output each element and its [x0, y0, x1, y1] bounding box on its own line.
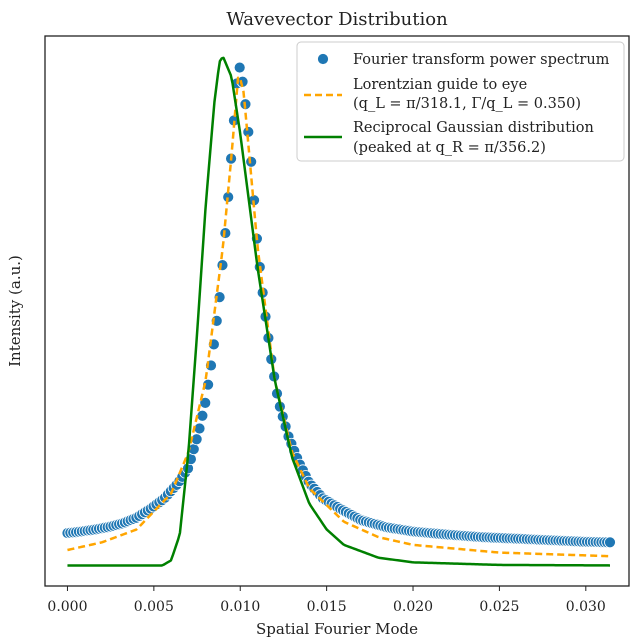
x-tick-label: 0.025	[479, 599, 519, 615]
x-tick-label: 0.020	[393, 599, 433, 615]
gaussian-line	[67, 56, 610, 567]
legend-label-gaussian: Reciprocal Gaussian distribution	[353, 120, 594, 136]
legend-label-spectrum: Fourier transform power spectrum	[353, 52, 610, 68]
spectrum-point	[202, 378, 215, 391]
legend-label-lorentzian: Lorentzian guide to eye	[353, 77, 527, 93]
spectrum-point	[245, 155, 258, 168]
spectrum-point	[196, 409, 209, 422]
legend: Fourier transform power spectrum Lorentz…	[296, 41, 625, 162]
x-tick-label: 0.030	[566, 599, 606, 615]
spectrum-point	[233, 61, 246, 74]
legend-box	[296, 41, 625, 162]
plot-marks	[61, 56, 616, 567]
legend-label-lorentzian-params: (q_L = π/318.1, Γ/q_L = 0.350)	[353, 96, 581, 112]
x-tick-label: 0.010	[220, 599, 260, 615]
legend-marker-spectrum	[317, 53, 329, 65]
x-axis-label: Spatial Fourier Mode	[256, 620, 418, 637]
plot-frame	[44, 35, 630, 587]
legend-label-gaussian-params: (peaked at q_R = π/356.2)	[353, 140, 546, 156]
x-tick-label: 0.005	[134, 599, 174, 615]
spectrum-point	[216, 259, 229, 272]
y-axis-label: Intensity (a.u.)	[6, 255, 24, 367]
spectrum-point	[199, 397, 212, 409]
x-tick-label: 0.015	[307, 599, 347, 615]
x-tick-label: 0.000	[47, 599, 87, 615]
chart-title: Wavevector Distribution	[226, 9, 448, 30]
spectrum-point	[604, 536, 616, 549]
spectrum-point	[193, 422, 206, 435]
x-axis-ticks: 0.000 0.005 0.010 0.015 0.020 0.025 0.030	[47, 586, 606, 615]
lorentzian-line	[67, 75, 611, 558]
